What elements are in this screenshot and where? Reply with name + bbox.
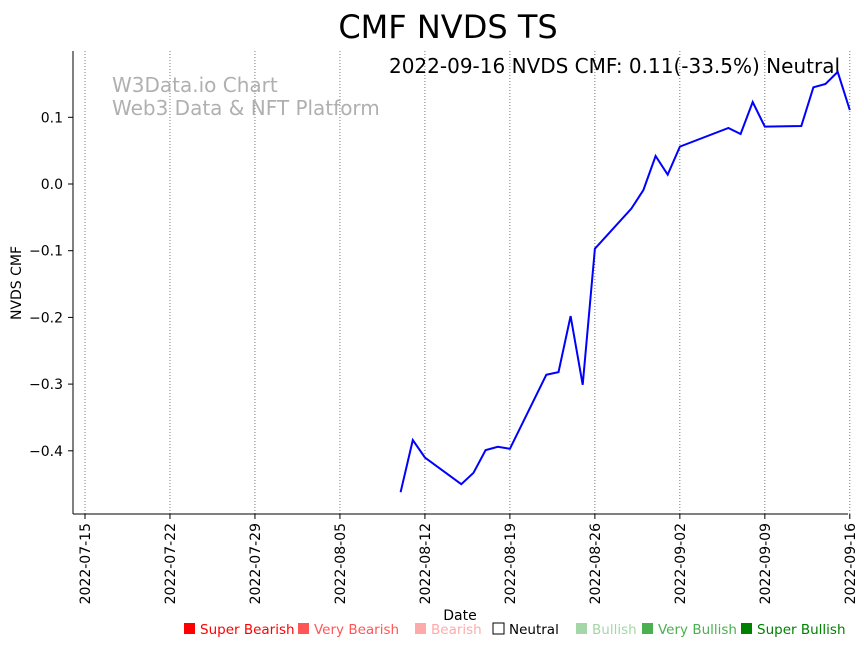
legend-swatch	[642, 623, 653, 634]
x-tick-label: 2022-08-12	[418, 523, 434, 604]
x-tick-label: 2022-08-19	[503, 523, 519, 604]
legend-swatch	[184, 623, 195, 634]
legend-label: Super Bullish	[757, 622, 846, 638]
y-tick-label: −0.1	[29, 244, 63, 260]
legend-label: Bullish	[592, 622, 637, 638]
legend-label: Bearish	[431, 622, 482, 638]
y-tick-label: 0.1	[41, 110, 63, 126]
watermark-line-2: Web3 Data & NFT Platform	[112, 96, 380, 120]
x-axis-label: Date	[443, 608, 476, 624]
chart-title: CMF NVDS TS	[338, 8, 557, 46]
x-tick-label: 2022-09-09	[758, 523, 774, 604]
y-tick-label: −0.3	[29, 377, 63, 393]
x-tick-label: 2022-07-15	[78, 523, 94, 604]
x-tick-label: 2022-07-29	[248, 523, 264, 604]
legend-swatch	[576, 623, 587, 634]
legend: Super Bearish Very Bearish Bearish Neutral B…	[184, 622, 846, 638]
series-line	[399, 70, 851, 493]
legend-swatch	[492, 622, 505, 635]
x-tick-label: 2022-08-05	[333, 523, 349, 604]
legend-label: Very Bullish	[658, 622, 737, 638]
legend-label: Neutral	[509, 622, 559, 638]
y-tick-label: 0.0	[41, 177, 63, 193]
x-tick-label: 2022-09-02	[673, 523, 689, 604]
y-tick-label: −0.4	[29, 444, 63, 460]
y-tick-label: −0.2	[29, 310, 63, 326]
legend-label: Super Bearish	[200, 622, 295, 638]
watermark-line-1: W3Data.io Chart	[112, 73, 278, 97]
chart-subtitle: 2022-09-16 NVDS CMF: 0.11(-33.5%) Neutra…	[389, 54, 840, 78]
legend-swatch	[741, 623, 752, 634]
y-axis-label: NVDS CMF	[9, 246, 25, 320]
x-tick-label: 2022-09-16	[843, 523, 859, 604]
x-tick-label: 2022-07-22	[163, 523, 179, 604]
x-tick-label: 2022-08-26	[588, 523, 604, 604]
legend-swatch	[298, 623, 309, 634]
legend-swatch	[415, 623, 426, 634]
legend-label: Very Bearish	[314, 622, 399, 638]
